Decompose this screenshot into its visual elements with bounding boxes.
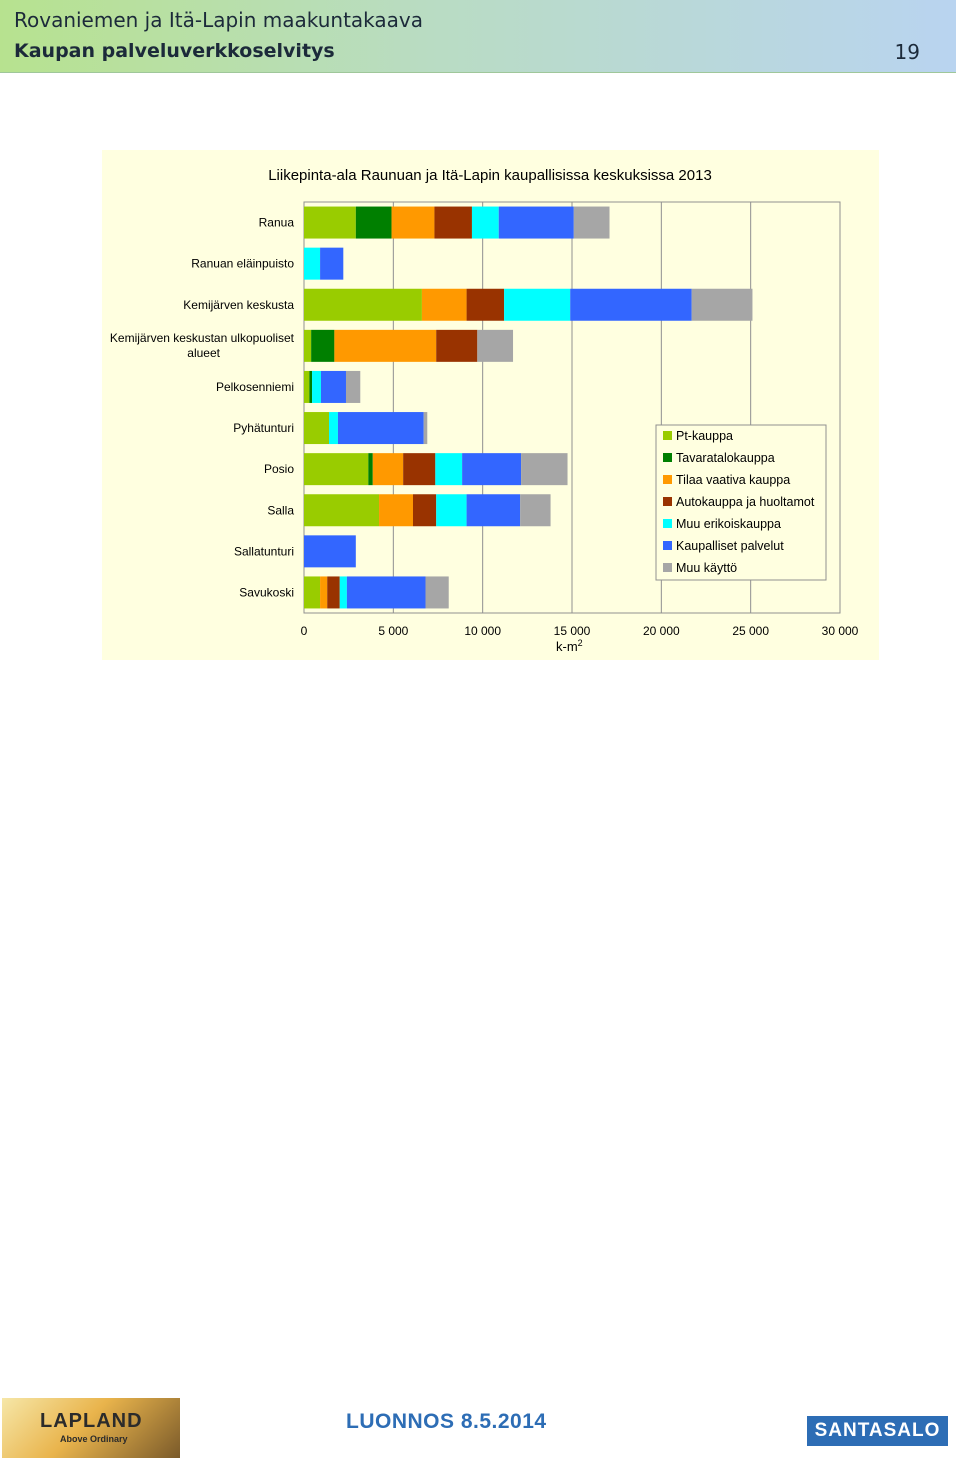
category-label: Salla bbox=[267, 503, 294, 517]
category-label: Ranua bbox=[259, 216, 295, 230]
bar-segment bbox=[521, 453, 568, 486]
category-label: Posio bbox=[264, 462, 294, 476]
x-axis-label: k-m2 bbox=[556, 638, 583, 654]
bar-segment bbox=[304, 494, 380, 527]
legend-swatch bbox=[663, 475, 672, 484]
x-tick-label: 25 000 bbox=[732, 624, 769, 638]
page-number: 19 bbox=[894, 40, 920, 64]
bar-segment bbox=[320, 370, 346, 403]
legend-label: Muu käyttö bbox=[676, 561, 737, 575]
bar-segment bbox=[379, 494, 413, 527]
x-axis-label-superscript: 2 bbox=[578, 638, 583, 648]
bar-segment bbox=[304, 206, 356, 239]
bar-segment bbox=[304, 329, 312, 362]
bar-segment bbox=[311, 329, 335, 362]
lapland-logo: LAPLAND Above Ordinary bbox=[2, 1398, 180, 1458]
category-label: Pyhätunturi bbox=[233, 421, 294, 435]
bar-segment bbox=[337, 412, 424, 445]
category-label-continued: alueet bbox=[187, 346, 220, 360]
bar-segment bbox=[304, 370, 310, 403]
bar-segment bbox=[573, 206, 610, 239]
category-label: Pelkosenniemi bbox=[216, 380, 294, 394]
bar-segment bbox=[320, 576, 328, 609]
bar-segment bbox=[304, 453, 369, 486]
bar-segment bbox=[312, 370, 321, 403]
legend-swatch bbox=[663, 541, 672, 550]
draft-label: LUONNOS 8.5.2014 bbox=[346, 1410, 547, 1433]
bar-segment bbox=[304, 535, 356, 568]
legend-swatch bbox=[663, 563, 672, 572]
lapland-logo-title: LAPLAND bbox=[40, 1410, 143, 1432]
x-axis-label-text: k-m bbox=[556, 639, 578, 654]
document-title: Rovaniemen ja Itä-Lapin maakuntakaava bbox=[14, 8, 423, 32]
category-label: Sallatunturi bbox=[234, 544, 294, 558]
bar-segment bbox=[304, 288, 422, 321]
bar-segment bbox=[412, 494, 437, 527]
bar-segment bbox=[304, 412, 330, 445]
chart-title: Liikepinta-ala Raunuan ja Itä-Lapin kaup… bbox=[268, 167, 712, 184]
x-tick-label: 30 000 bbox=[822, 624, 859, 638]
page-header: Rovaniemen ja Itä-Lapin maakuntakaava Ka… bbox=[0, 0, 956, 73]
legend-swatch bbox=[663, 519, 672, 528]
stacked-bar-chart: Liikepinta-ala Raunuan ja Itä-Lapin kaup… bbox=[110, 167, 859, 654]
bar-segment bbox=[466, 288, 505, 321]
bar-segment bbox=[327, 576, 340, 609]
bar-segment bbox=[435, 453, 463, 486]
category-label: Kemijärven keskusta bbox=[183, 298, 294, 312]
bar-segment bbox=[462, 453, 522, 486]
chart-area: Liikepinta-ala Raunuan ja Itä-Lapin kaup… bbox=[102, 150, 879, 660]
santasalo-logo-text: SANTASALO bbox=[814, 1420, 941, 1441]
bar-segment bbox=[477, 329, 514, 362]
bar-segment bbox=[421, 288, 467, 321]
legend-swatch bbox=[663, 431, 672, 440]
x-tick-label: 10 000 bbox=[464, 624, 501, 638]
category-label: Savukoski bbox=[239, 585, 294, 599]
legend-swatch bbox=[663, 453, 672, 462]
bar-segment bbox=[691, 288, 753, 321]
bar-segment bbox=[320, 247, 344, 280]
bar-segment bbox=[520, 494, 551, 527]
bar-segment bbox=[391, 206, 435, 239]
lapland-logo-subtitle: Above Ordinary bbox=[60, 1434, 128, 1444]
category-label: Kemijärven keskustan ulkopuoliset bbox=[110, 331, 295, 345]
bar-segment bbox=[304, 576, 321, 609]
x-tick-label: 15 000 bbox=[554, 624, 591, 638]
x-tick-label: 20 000 bbox=[643, 624, 680, 638]
bar-segment bbox=[304, 247, 321, 280]
legend-label: Autokauppa ja huoltamot bbox=[676, 495, 815, 509]
bar-segment bbox=[436, 494, 467, 527]
bar-segment bbox=[504, 288, 571, 321]
bar-segment bbox=[436, 329, 478, 362]
bar-segment bbox=[570, 288, 692, 321]
x-tick-label: 5 000 bbox=[378, 624, 408, 638]
bar-segment bbox=[346, 576, 426, 609]
bar-segment bbox=[339, 576, 347, 609]
legend-label: Pt-kauppa bbox=[676, 429, 733, 443]
bar-segment bbox=[403, 453, 436, 486]
bar-segment bbox=[368, 453, 373, 486]
bar-segment bbox=[471, 206, 499, 239]
x-tick-label: 0 bbox=[301, 624, 308, 638]
bar-segment bbox=[425, 576, 449, 609]
bar-segment bbox=[434, 206, 472, 239]
bar-segment bbox=[334, 329, 437, 362]
legend-label: Tavaratalokauppa bbox=[676, 451, 775, 465]
bar-segment bbox=[423, 412, 428, 445]
santasalo-logo: SANTASALO bbox=[807, 1416, 948, 1446]
bar-segment bbox=[498, 206, 574, 239]
bar-segment bbox=[345, 370, 361, 403]
legend-swatch bbox=[663, 497, 672, 506]
legend-box bbox=[655, 424, 827, 581]
legend-label: Muu erikoiskauppa bbox=[676, 517, 781, 531]
document-subtitle: Kaupan palveluverkkoselvitys bbox=[14, 40, 335, 62]
bar-segment bbox=[466, 494, 521, 527]
category-label: Ranuan eläinpuisto bbox=[191, 257, 294, 271]
legend-label: Kaupalliset palvelut bbox=[676, 539, 784, 553]
legend-label: Tilaa vaativa kauppa bbox=[676, 473, 790, 487]
bar-segment bbox=[309, 370, 313, 403]
bar-segment bbox=[329, 412, 338, 445]
bar-segment bbox=[372, 453, 404, 486]
bar-segment bbox=[355, 206, 392, 239]
